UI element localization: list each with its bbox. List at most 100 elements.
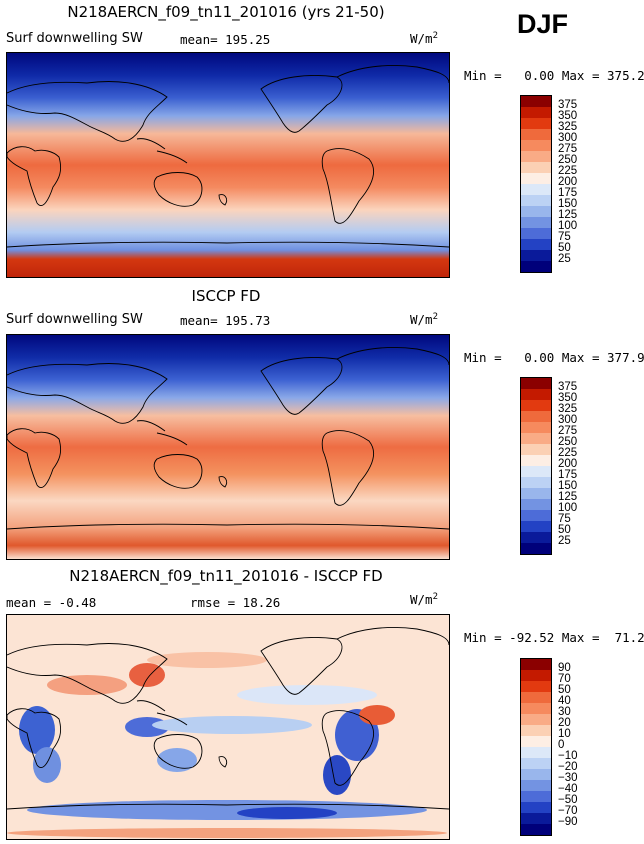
colorbar-tick-label: 100 (558, 502, 578, 514)
panel2-min-label: Min = (464, 350, 502, 365)
panel2-max-label: Max = (561, 350, 600, 365)
colorbar-tick-label: 50 (558, 524, 571, 536)
colorbar-swatch (521, 670, 551, 681)
colorbar-swatch (521, 400, 551, 411)
colorbar-swatch (521, 140, 551, 151)
colorbar-swatch (521, 692, 551, 703)
panel3-min-label: Min = (464, 630, 502, 645)
panel2-title: ISCCP FD (191, 287, 261, 305)
panel1-map (6, 52, 450, 278)
panel1-mean: mean= 195.25 (180, 32, 271, 47)
colorbar-tick-label: 250 (558, 154, 578, 166)
colorbar-tick-label: 100 (558, 220, 578, 232)
colorbar-tick-label: −40 (558, 783, 578, 795)
colorbar-tick-label: −30 (558, 772, 578, 784)
panel1-coastlines (7, 65, 449, 248)
panel2-minmax: Min = 0.00 Max = 377.93 (464, 350, 644, 365)
colorbar-swatch (521, 802, 551, 813)
colorbar-swatch (521, 206, 551, 217)
colorbar-swatch (521, 791, 551, 802)
panel3-units-sup: 2 (432, 592, 438, 602)
panel1-min-value: 0.00 (524, 68, 555, 83)
panel3-coastlines (7, 627, 449, 810)
colorbar-tick-label: 325 (558, 121, 578, 133)
colorbar-tick-label: 30 (558, 706, 571, 718)
colorbar-swatch (521, 780, 551, 791)
panel3-max-value: 71.29 (614, 630, 644, 645)
colorbar-tick-label: 175 (558, 469, 578, 481)
colorbar-swatch (521, 455, 551, 466)
panel2-units-text: W/m (410, 312, 433, 327)
colorbar-tick-label: 50 (558, 684, 571, 696)
panel3-units: W/m2 (410, 592, 438, 607)
colorbar-tick-label: 75 (558, 513, 571, 525)
colorbar-swatch (521, 758, 551, 769)
colorbar-swatch (521, 162, 551, 173)
panel3-map-svg (7, 615, 449, 839)
panel3-max-label: Max = (561, 630, 600, 645)
colorbar-tick-label: 40 (558, 695, 571, 707)
colorbar-tick-label: 225 (558, 165, 578, 177)
colorbar-swatch (521, 714, 551, 725)
colorbar-swatch (521, 543, 551, 554)
panel2-coastlines (7, 347, 449, 530)
colorbar-swatch (521, 813, 551, 824)
colorbar-tick-label: 25 (558, 253, 571, 265)
panel2-max-value: 377.93 (607, 350, 644, 365)
panel3-min-value: -92.52 (509, 630, 555, 645)
colorbar-tick-label: 0 (558, 739, 565, 751)
colorbar-tick-label: 25 (558, 535, 571, 547)
panel1-field-fill (7, 53, 449, 277)
panel1-max-label: Max = (561, 68, 600, 83)
colorbar-swatch (521, 444, 551, 455)
colorbar-tick-label: −50 (558, 794, 578, 806)
colorbar-tick-label: 275 (558, 143, 578, 155)
colorbar-tick-label: 300 (558, 414, 578, 426)
colorbar-swatch (521, 433, 551, 444)
panel2-units: W/m2 (410, 312, 438, 327)
colorbar-swatch (521, 521, 551, 532)
colorbar-tick-label: 10 (558, 728, 571, 740)
colorbar-swatch (521, 681, 551, 692)
colorbar-tick-label: 50 (558, 242, 571, 254)
panel2-mean: mean= 195.73 (180, 313, 271, 328)
colorbar-swatch (521, 261, 551, 272)
panel1-min-label: Min = (464, 68, 502, 83)
colorbar-tick-label: −90 (558, 816, 578, 828)
colorbar-swatch (521, 532, 551, 543)
panel2-field-fill (7, 335, 449, 559)
colorbar-swatch (521, 239, 551, 250)
panel2-map (6, 334, 450, 560)
colorbar-tick-label: 20 (558, 717, 571, 729)
colorbar-tick-label: 200 (558, 176, 578, 188)
colorbar-tick-label: 250 (558, 436, 578, 448)
colorbar-swatch (521, 195, 551, 206)
colorbar-swatch (521, 703, 551, 714)
colorbar-swatch (521, 466, 551, 477)
colorbar-swatch (521, 250, 551, 261)
colorbar-swatch (521, 736, 551, 747)
panel3-rmse: rmse = 18.26 (190, 595, 281, 610)
panel3-colorbar (520, 658, 552, 836)
colorbar-swatch (521, 824, 551, 835)
colorbar-swatch (521, 747, 551, 758)
panel3-mean: mean = -0.48 (6, 595, 97, 610)
panel1-max-value: 375.26 (607, 68, 644, 83)
colorbar-tick-label: 350 (558, 392, 578, 404)
colorbar-tick-label: −70 (558, 805, 578, 817)
panel3-title: N218AERCN_f09_tn11_201016 - ISCCP FD (69, 567, 383, 585)
colorbar-tick-label: 375 (558, 381, 578, 393)
colorbar-swatch (521, 499, 551, 510)
colorbar-swatch (521, 151, 551, 162)
colorbar-tick-label: 70 (558, 673, 571, 685)
colorbar-tick-label: 90 (558, 662, 571, 674)
panel1-colorbar (520, 95, 552, 273)
colorbar-tick-label: 375 (558, 99, 578, 111)
colorbar-swatch (521, 184, 551, 195)
colorbar-swatch (521, 477, 551, 488)
colorbar-tick-label: 150 (558, 198, 578, 210)
colorbar-tick-label: −10 (558, 750, 578, 762)
colorbar-tick-label: 175 (558, 187, 578, 199)
colorbar-tick-label: 75 (558, 231, 571, 243)
colorbar-swatch (521, 107, 551, 118)
